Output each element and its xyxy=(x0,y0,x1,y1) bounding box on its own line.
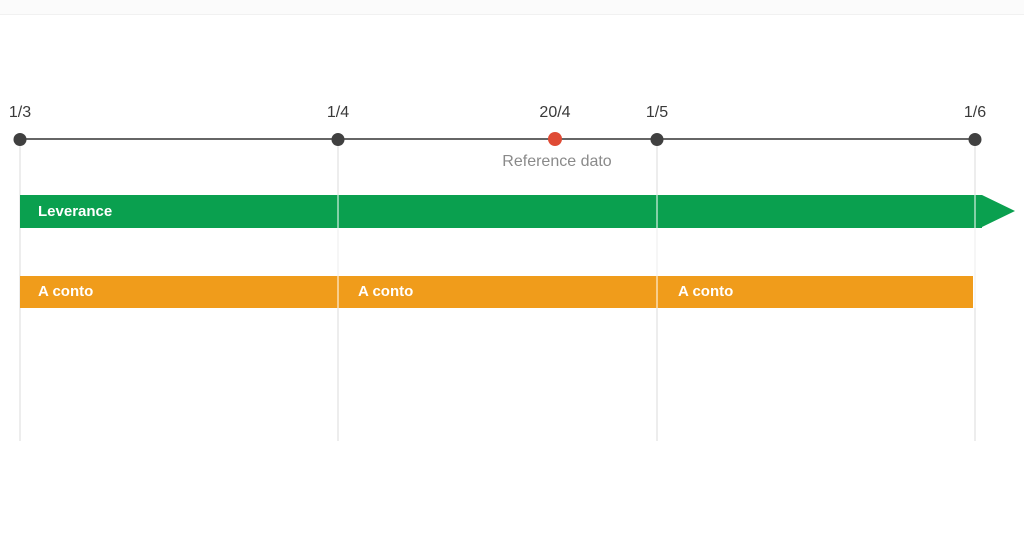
top-divider xyxy=(0,0,1024,15)
gridline-seam-1-5 xyxy=(656,195,658,308)
tick-label-1-5: 1/5 xyxy=(645,104,669,121)
reference-date-dot xyxy=(548,132,562,146)
tick-dot-1-6 xyxy=(968,133,982,146)
tick-label-20-4: 20/4 xyxy=(539,104,571,121)
aconto-bar: A conto A conto A conto xyxy=(20,276,973,308)
tick-label-1-4: 1/4 xyxy=(326,104,350,121)
reference-date-label: Reference dato xyxy=(502,153,612,170)
timeline-axis xyxy=(20,138,975,140)
aconto-segment-label-3: A conto xyxy=(678,283,734,300)
arrow-right-icon xyxy=(982,195,1015,227)
leverance-bar: Leverance xyxy=(20,195,1015,228)
aconto-segment-label-1: A conto xyxy=(38,283,94,300)
tick-label-1-3: 1/3 xyxy=(8,104,32,121)
gridline-seam-1-4 xyxy=(337,195,339,308)
gridline-seam-1-6 xyxy=(974,195,976,308)
leverance-bar-label: Leverance xyxy=(38,203,113,220)
tick-dot-1-3 xyxy=(13,133,27,146)
tick-dot-1-5 xyxy=(650,133,664,146)
aconto-segment-label-2: A conto xyxy=(358,283,414,300)
tick-dot-1-4 xyxy=(331,133,345,146)
tick-label-1-6: 1/6 xyxy=(963,104,987,121)
